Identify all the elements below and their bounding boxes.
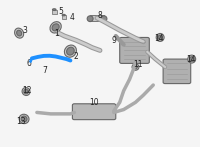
Text: 6: 6: [27, 59, 31, 68]
FancyBboxPatch shape: [120, 37, 149, 63]
Ellipse shape: [67, 47, 74, 55]
Ellipse shape: [134, 65, 137, 69]
Ellipse shape: [132, 64, 139, 70]
Ellipse shape: [158, 35, 162, 40]
Bar: [52, 10, 57, 14]
Text: 3: 3: [23, 26, 27, 35]
Bar: [90, 15, 104, 21]
Ellipse shape: [15, 28, 24, 38]
Ellipse shape: [24, 89, 28, 94]
Text: 14: 14: [186, 55, 196, 64]
Ellipse shape: [62, 14, 65, 16]
Ellipse shape: [156, 34, 164, 41]
FancyBboxPatch shape: [163, 59, 191, 84]
Bar: [62, 15, 66, 19]
Ellipse shape: [50, 22, 61, 33]
Ellipse shape: [190, 57, 194, 61]
Text: 9: 9: [111, 36, 116, 45]
Ellipse shape: [21, 116, 27, 122]
Text: 11: 11: [133, 60, 142, 69]
Ellipse shape: [52, 24, 59, 31]
Ellipse shape: [101, 16, 107, 22]
Text: 13: 13: [16, 117, 26, 126]
Ellipse shape: [52, 9, 56, 10]
Text: 5: 5: [58, 7, 63, 16]
Text: 14: 14: [154, 34, 164, 43]
Ellipse shape: [17, 30, 22, 36]
Ellipse shape: [64, 45, 76, 57]
Ellipse shape: [188, 55, 196, 63]
Ellipse shape: [22, 88, 30, 96]
Ellipse shape: [19, 114, 29, 124]
FancyBboxPatch shape: [72, 104, 116, 120]
Text: 4: 4: [70, 13, 75, 22]
Text: 1: 1: [54, 29, 59, 38]
Text: 2: 2: [74, 52, 79, 61]
Ellipse shape: [87, 16, 93, 22]
Text: 7: 7: [42, 66, 47, 75]
Text: 8: 8: [98, 11, 102, 20]
Text: 10: 10: [89, 98, 99, 107]
Text: 12: 12: [22, 86, 32, 95]
